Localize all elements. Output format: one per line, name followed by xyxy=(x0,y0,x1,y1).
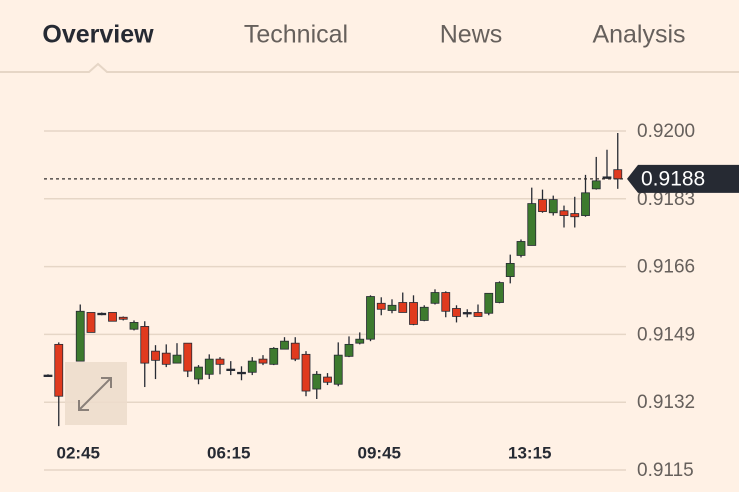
tab[interactable]: Overview xyxy=(42,21,154,49)
candle-body xyxy=(118,316,128,320)
candle-body xyxy=(613,169,623,180)
last-price-label: 0.9188 xyxy=(641,167,705,190)
candle-body xyxy=(366,296,375,340)
candle-body xyxy=(559,210,569,216)
candle-body xyxy=(591,180,601,190)
candle-body xyxy=(376,302,386,310)
candle-body xyxy=(204,358,214,375)
plot: 0.9200 0.9183 0.9166 0.9149 0.9132 0.9115 02:4… xyxy=(43,121,739,481)
candle-body xyxy=(43,374,53,377)
candle-body xyxy=(548,199,558,214)
candle-body xyxy=(258,358,268,364)
y-tick-label: 0.9149 xyxy=(637,324,695,345)
candle-body xyxy=(97,312,107,316)
candle-body xyxy=(237,371,246,375)
tab[interactable]: Analysis xyxy=(592,21,685,49)
x-tick-label: 13:15 xyxy=(508,443,551,462)
candle-body xyxy=(86,312,96,333)
tab-bar-border xyxy=(0,62,739,73)
y-tick-label: 0.9132 xyxy=(637,392,695,413)
candle-body xyxy=(398,302,408,313)
y-tick-label: 0.9200 xyxy=(637,121,695,142)
candle-body xyxy=(516,241,526,256)
last-price-tag xyxy=(627,164,739,193)
candle-body xyxy=(538,199,547,212)
candle-body xyxy=(161,352,171,365)
candle-body xyxy=(430,292,440,304)
candle-body xyxy=(290,342,300,360)
candle-body xyxy=(570,213,580,218)
y-tick-label: 0.9115 xyxy=(637,460,694,481)
y-tick-label: 0.9183 xyxy=(637,189,695,210)
candle-body xyxy=(129,322,139,330)
candle-body xyxy=(172,354,182,364)
candle-body xyxy=(581,192,590,216)
candle-body xyxy=(54,343,64,397)
x-tick-label: 02:45 xyxy=(57,443,100,462)
candle-body xyxy=(312,373,322,390)
candle-body xyxy=(215,358,225,365)
zoom-button[interactable] xyxy=(65,362,127,425)
candle-body xyxy=(226,368,236,371)
candle-body xyxy=(355,338,365,344)
candle-body xyxy=(247,360,257,373)
candle-body xyxy=(452,308,461,317)
candle-body xyxy=(484,292,494,314)
candle-body xyxy=(75,310,85,362)
candle-body xyxy=(333,354,343,385)
candle-body xyxy=(194,366,203,380)
candle-body xyxy=(183,342,193,372)
candle-body xyxy=(301,353,311,392)
tab[interactable]: News xyxy=(440,21,503,49)
tab-bar xyxy=(0,0,739,72)
zoom-icon xyxy=(78,377,112,411)
candle-body xyxy=(602,176,612,179)
candle-body xyxy=(409,302,418,325)
x-tick-label: 06:15 xyxy=(207,443,250,462)
candle-body xyxy=(323,376,332,383)
candle-body xyxy=(527,203,537,246)
x-tick-label: 09:45 xyxy=(358,443,401,462)
candle-body xyxy=(419,306,429,321)
candle-body xyxy=(151,350,160,361)
candle-body xyxy=(269,347,279,365)
tab[interactable]: Technical xyxy=(244,21,348,49)
candle-body xyxy=(441,292,451,312)
candle-body xyxy=(140,326,150,364)
candle-body xyxy=(344,343,354,357)
y-tick-label: 0.9166 xyxy=(637,257,695,278)
candle-body xyxy=(280,340,289,350)
candle-body xyxy=(505,263,515,277)
candle-body xyxy=(495,282,504,303)
candle-body xyxy=(387,304,397,311)
candle-body xyxy=(473,312,483,317)
candle-body xyxy=(108,312,117,322)
candle-body xyxy=(462,312,472,315)
